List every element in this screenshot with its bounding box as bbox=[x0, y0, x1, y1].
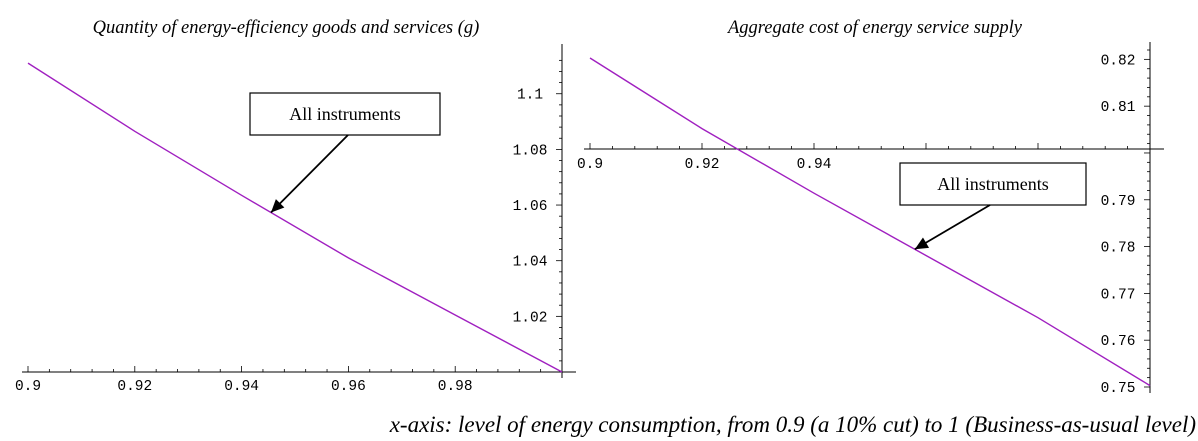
x-axis-caption: x-axis: level of energy consumption, fro… bbox=[389, 412, 1196, 437]
y-tick-label: 0.76 bbox=[1101, 334, 1136, 350]
y-tick-label: 0.82 bbox=[1101, 53, 1136, 69]
x-tick-label: 0.92 bbox=[685, 157, 720, 173]
series-line bbox=[27, 62, 563, 373]
y-tick-label: 1.08 bbox=[513, 143, 548, 159]
x-tick-label: 0.96 bbox=[331, 379, 366, 395]
x-tick-label: 0.94 bbox=[224, 379, 259, 395]
x-tick-label: 0.9 bbox=[15, 379, 41, 395]
y-tick-label: 0.77 bbox=[1101, 287, 1136, 303]
y-tick-label: 0.75 bbox=[1101, 381, 1136, 397]
y-tick-label: 1.04 bbox=[513, 255, 548, 271]
annotation-arrow bbox=[270, 134, 349, 214]
y-tick-label: 1.1 bbox=[517, 88, 543, 104]
annotation-box bbox=[899, 162, 1087, 206]
chart-title: Aggregate cost of energy service supply bbox=[726, 18, 1023, 38]
arrow-head bbox=[914, 237, 930, 250]
annotation-label: All instruments bbox=[937, 174, 1049, 194]
series-line bbox=[589, 57, 1151, 387]
panel-energy-efficiency-goods: Quantity of energy-efficiency goods and … bbox=[15, 18, 576, 395]
x-tick-label: 0.92 bbox=[117, 379, 152, 395]
chart-title: Quantity of energy-efficiency goods and … bbox=[93, 18, 480, 38]
x-tick-label: 0.94 bbox=[797, 157, 832, 173]
x-tick-label: 0.98 bbox=[438, 379, 473, 395]
y-tick-label: 1.02 bbox=[513, 310, 548, 326]
y-tick-label: 1.06 bbox=[513, 199, 548, 215]
y-tick-label: 0.79 bbox=[1101, 194, 1136, 210]
panel-aggregate-cost: Aggregate cost of energy service supply 0… bbox=[577, 18, 1164, 397]
y-tick-label: 0.78 bbox=[1101, 241, 1136, 257]
annotation-label: All instruments bbox=[289, 104, 401, 124]
x-tick-label: 0.9 bbox=[577, 157, 603, 173]
annotation-arrow bbox=[914, 204, 991, 251]
arrow-head bbox=[270, 199, 285, 213]
annotation-box bbox=[249, 92, 441, 136]
y-tick-label: 0.81 bbox=[1101, 100, 1136, 116]
